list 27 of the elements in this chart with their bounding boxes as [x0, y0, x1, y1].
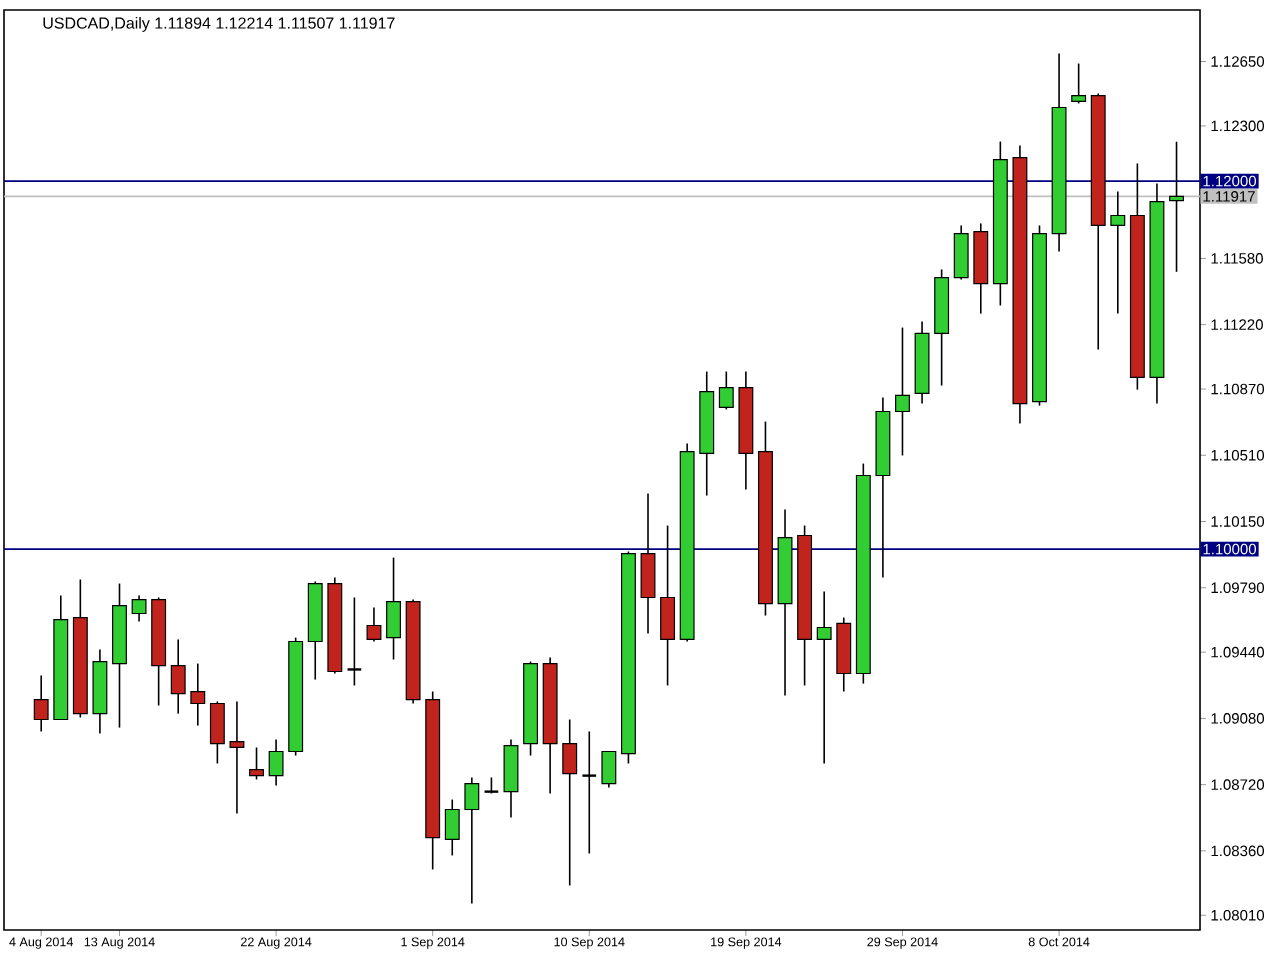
candlestick — [464, 776, 480, 905]
candlestick — [170, 638, 186, 715]
candlestick — [718, 370, 734, 411]
candlestick — [268, 738, 284, 787]
candlestick — [33, 674, 49, 733]
candlestick — [249, 746, 264, 781]
candlestick — [386, 556, 401, 661]
candlestick — [131, 594, 147, 623]
candlestick — [660, 524, 676, 687]
candlestick — [562, 718, 578, 887]
candlestick — [895, 326, 910, 457]
candlestick — [209, 700, 225, 765]
candlestick — [346, 596, 363, 687]
candlestick — [190, 662, 206, 727]
candlestick — [366, 606, 382, 643]
candlestick — [816, 590, 832, 765]
candlestick — [601, 750, 617, 789]
candlestick — [1071, 62, 1087, 105]
candlestick — [503, 738, 519, 819]
candlestick — [953, 224, 969, 281]
candlestick — [1169, 140, 1184, 273]
candlestick — [640, 492, 656, 635]
candlestick — [581, 730, 598, 855]
candlestick — [229, 700, 245, 815]
chart-title: USDCAD,Daily 1.11894 1.12214 1.11507 1.11917 — [43, 16, 395, 32]
candlestick — [1110, 190, 1126, 315]
candlestick — [444, 798, 460, 857]
